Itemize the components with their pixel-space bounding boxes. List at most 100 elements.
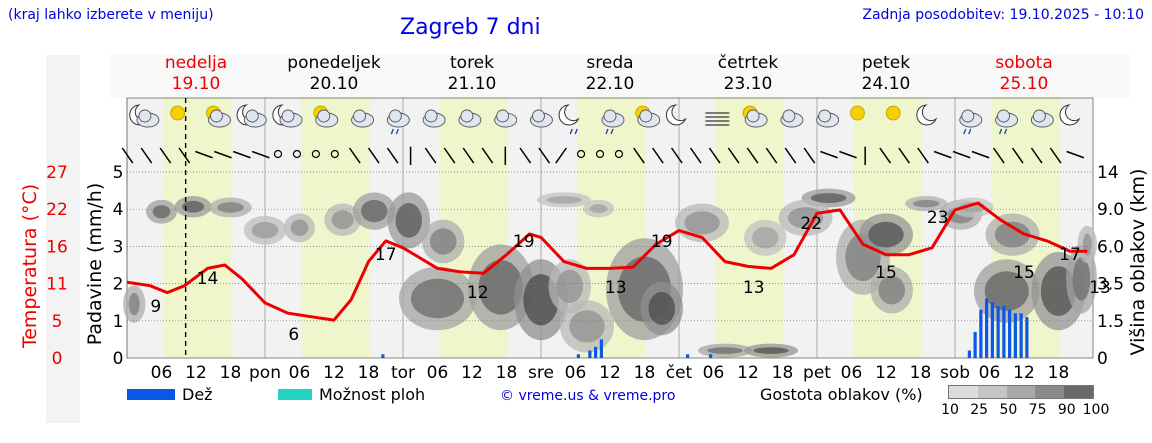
rain-bar bbox=[1025, 317, 1029, 358]
wind-barb-icon bbox=[121, 147, 134, 164]
cloud-blob-core bbox=[878, 275, 906, 305]
rain-bar bbox=[1002, 305, 1006, 358]
temperature-label: 6 bbox=[288, 325, 299, 345]
cloud-blob-core bbox=[648, 291, 676, 325]
cloud-blob-core bbox=[984, 271, 1029, 311]
rain-legend-swatch bbox=[127, 389, 175, 400]
cloud-density-tick: 10 bbox=[941, 402, 959, 418]
cloud-puff bbox=[961, 109, 975, 123]
calm-wind-icon bbox=[311, 149, 320, 159]
wind-barb-icon bbox=[462, 147, 475, 164]
temperature-label: 23 bbox=[927, 208, 949, 228]
day-header-panel bbox=[110, 55, 1130, 98]
cloud-icon bbox=[351, 109, 375, 128]
precipitation-tick: 3 bbox=[113, 237, 124, 257]
time-tick: 12 bbox=[323, 363, 345, 383]
cloud-blob-core bbox=[589, 204, 608, 214]
temperature-tick: 22 bbox=[46, 200, 68, 220]
cloud-height-tick: 1.5 bbox=[1097, 312, 1124, 332]
time-tick: 12 bbox=[737, 363, 759, 383]
cloud-blob-core bbox=[182, 200, 205, 213]
cloud-icon bbox=[816, 109, 840, 128]
wind-barb-icon bbox=[367, 147, 380, 164]
wind-barbs-row bbox=[121, 146, 1085, 165]
precipitation-tick: 2 bbox=[113, 275, 124, 295]
time-tick: 18 bbox=[358, 363, 380, 383]
weather-icons-row bbox=[129, 104, 1081, 135]
cloud-blob-core bbox=[810, 193, 847, 203]
cloud-puff bbox=[997, 109, 1011, 123]
cloud-puff bbox=[317, 109, 331, 123]
cloud-blob-core bbox=[217, 202, 244, 213]
precipitation-tick: 1 bbox=[113, 312, 124, 332]
wind-barb-icon bbox=[140, 147, 153, 164]
raindrop bbox=[610, 128, 614, 135]
temperature-label: 19 bbox=[513, 232, 535, 252]
time-tick: 12 bbox=[1013, 363, 1035, 383]
cloud-blob-core bbox=[569, 310, 605, 343]
wind-barb-icon bbox=[195, 150, 213, 159]
axes: 051116222701234501.53.56.09.014Temperatu… bbox=[19, 163, 1149, 383]
wind-barb-icon bbox=[952, 150, 971, 159]
cloud-puff bbox=[281, 109, 295, 123]
cloud-blob-core bbox=[556, 269, 584, 304]
cloud-density-tick: 25 bbox=[970, 402, 989, 418]
cloud-blob-core bbox=[251, 222, 279, 239]
cloud-blob-core bbox=[410, 278, 465, 319]
time-tick: sob bbox=[940, 363, 970, 383]
time-tick: 06 bbox=[703, 363, 725, 383]
precipitation-tick: 4 bbox=[113, 200, 124, 220]
time-tick: 06 bbox=[565, 363, 587, 383]
wind-barb-icon bbox=[214, 150, 232, 159]
time-tick: sre bbox=[528, 363, 554, 383]
time-tick: pet bbox=[803, 363, 831, 383]
cloud-blob-core bbox=[707, 347, 743, 354]
cloud-puff bbox=[639, 109, 653, 123]
moon-cloud-icon bbox=[129, 104, 160, 128]
time-tick: 06 bbox=[427, 363, 449, 383]
moon-cloud-icon bbox=[236, 104, 267, 128]
wind-barb-icon bbox=[652, 147, 664, 164]
cloud-icon bbox=[780, 109, 804, 128]
rain-bar bbox=[1013, 313, 1017, 358]
sun-cloud-icon bbox=[635, 105, 661, 128]
temperature-label: 17 bbox=[1059, 245, 1081, 265]
day-date: 22.10 bbox=[585, 74, 635, 94]
day-name: ponedeljek bbox=[287, 53, 381, 73]
calm-wind-icon bbox=[614, 149, 624, 159]
location-hint[interactable]: (kraj lahko izberete v meniju) bbox=[8, 7, 214, 23]
day-date: 20.10 bbox=[309, 74, 359, 94]
time-tick: čet bbox=[666, 363, 693, 383]
temperature-tick: 27 bbox=[46, 163, 68, 183]
time-tick: 12 bbox=[875, 363, 897, 383]
sun-cloud-icon bbox=[742, 105, 768, 128]
cloud-density-tick: 75 bbox=[1028, 402, 1047, 418]
temperature-label: 13 bbox=[743, 278, 765, 298]
raindrop bbox=[395, 128, 399, 135]
wind-barb-icon bbox=[232, 150, 251, 159]
cloud-height-tick: 14 bbox=[1097, 163, 1119, 183]
copyright-link[interactable]: © vreme.us & vreme.pro bbox=[500, 388, 676, 404]
time-tick: 18 bbox=[496, 363, 518, 383]
time-tick: 06 bbox=[979, 363, 1001, 383]
cloud-puff bbox=[603, 109, 617, 123]
cloud-height-tick: 3.5 bbox=[1097, 275, 1124, 295]
temperature-label: 13 bbox=[1089, 278, 1111, 298]
page-title: Zagreb 7 dni bbox=[400, 15, 541, 40]
day-name: petek bbox=[861, 53, 911, 73]
rain-bar bbox=[576, 354, 580, 358]
wind-barb-icon bbox=[784, 147, 797, 164]
temperature-label: 9 bbox=[150, 297, 161, 317]
cloud-puff bbox=[460, 109, 474, 123]
wind-barb-icon bbox=[443, 147, 456, 164]
cloud-blob-core bbox=[478, 260, 523, 315]
cloud-puff bbox=[818, 109, 832, 123]
cloud-density-tick: 50 bbox=[999, 402, 1018, 418]
rain-bar bbox=[985, 298, 989, 358]
temperature-axis-label: Temperatura (°C) bbox=[19, 184, 41, 349]
moon-shape bbox=[558, 104, 580, 126]
cloud-blob-core bbox=[1072, 257, 1091, 301]
precipitation-axis-label: Padavine (mm/h) bbox=[84, 183, 106, 346]
raindrop bbox=[605, 128, 609, 135]
cloud-blob-core bbox=[395, 203, 423, 238]
